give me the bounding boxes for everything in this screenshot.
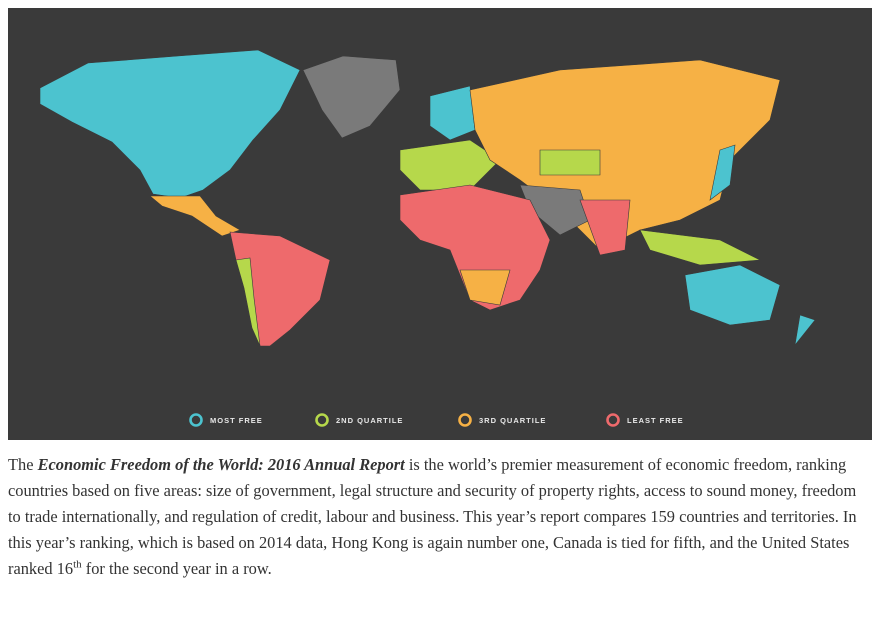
report-title: Economic Freedom of the World: 2016 Annu… (37, 455, 405, 474)
legend-label: 3RD QUARTILE (479, 416, 546, 425)
legend-label: MOST FREE (210, 416, 263, 425)
central-asia (539, 149, 601, 176)
north-america (39, 49, 301, 199)
new-zealand (794, 314, 816, 347)
legend-swatch (315, 413, 329, 427)
southern-africa (459, 269, 511, 306)
body-text: is the world’s premier measurement of ec… (8, 455, 857, 578)
legend-label: LEAST FREE (627, 416, 684, 425)
legend-swatch (458, 413, 472, 427)
legend-label: 2ND QUARTILE (336, 416, 403, 425)
world-map: MOST FREE 2ND QUARTILE 3RD QUARTILE LEAST F… (8, 8, 872, 440)
superscript: th (73, 558, 82, 571)
africa (399, 184, 551, 311)
scandinavia (429, 85, 476, 141)
description: The Economic Freedom of the World: 2016 … (8, 452, 870, 582)
southeast-asia (639, 229, 762, 266)
india (579, 199, 631, 256)
south-america-west (235, 257, 261, 347)
legend: MOST FREE 2ND QUARTILE 3RD QUARTILE LEAST F… (189, 413, 684, 427)
japan (709, 144, 736, 201)
greenland (302, 55, 401, 139)
legend-swatch (606, 413, 620, 427)
russia-asia (469, 59, 781, 251)
legend-swatch (189, 413, 203, 427)
intro-text: The (8, 455, 38, 474)
end-text: for the second year in a row. (81, 559, 272, 578)
australia (684, 264, 781, 326)
continents (39, 49, 816, 347)
